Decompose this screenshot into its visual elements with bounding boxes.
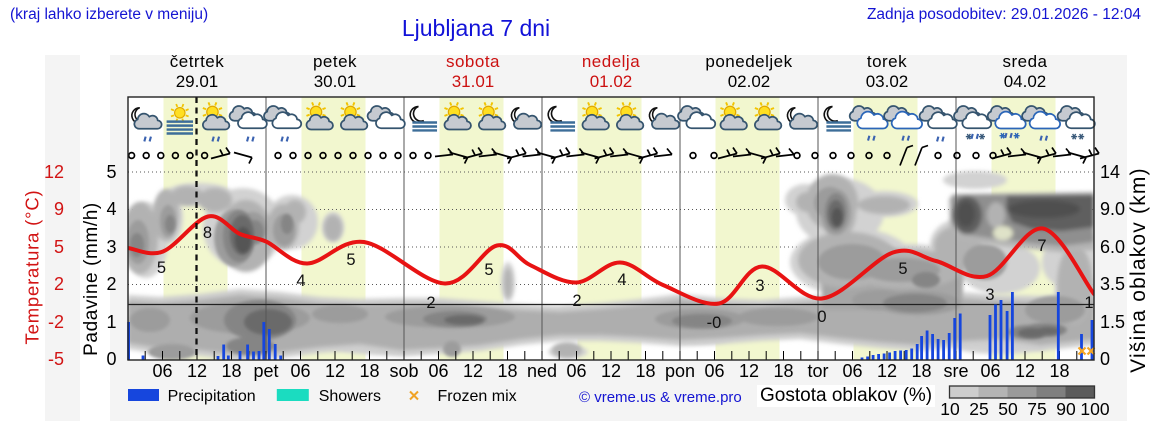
svg-text:-0: -0 xyxy=(707,314,722,332)
svg-text:5: 5 xyxy=(346,251,355,269)
svg-text:5: 5 xyxy=(484,261,493,279)
svg-text:3: 3 xyxy=(985,286,994,304)
svg-text:4: 4 xyxy=(296,272,305,290)
svg-text:1: 1 xyxy=(1084,294,1093,312)
svg-text:0: 0 xyxy=(817,308,826,326)
svg-text:8: 8 xyxy=(203,224,212,242)
svg-text:2: 2 xyxy=(426,294,435,312)
svg-text:5: 5 xyxy=(157,259,166,277)
svg-text:3: 3 xyxy=(755,277,764,295)
svg-text:7: 7 xyxy=(1037,237,1046,255)
svg-text:4: 4 xyxy=(617,271,626,289)
svg-text:5: 5 xyxy=(898,260,907,278)
svg-text:2: 2 xyxy=(572,292,581,310)
